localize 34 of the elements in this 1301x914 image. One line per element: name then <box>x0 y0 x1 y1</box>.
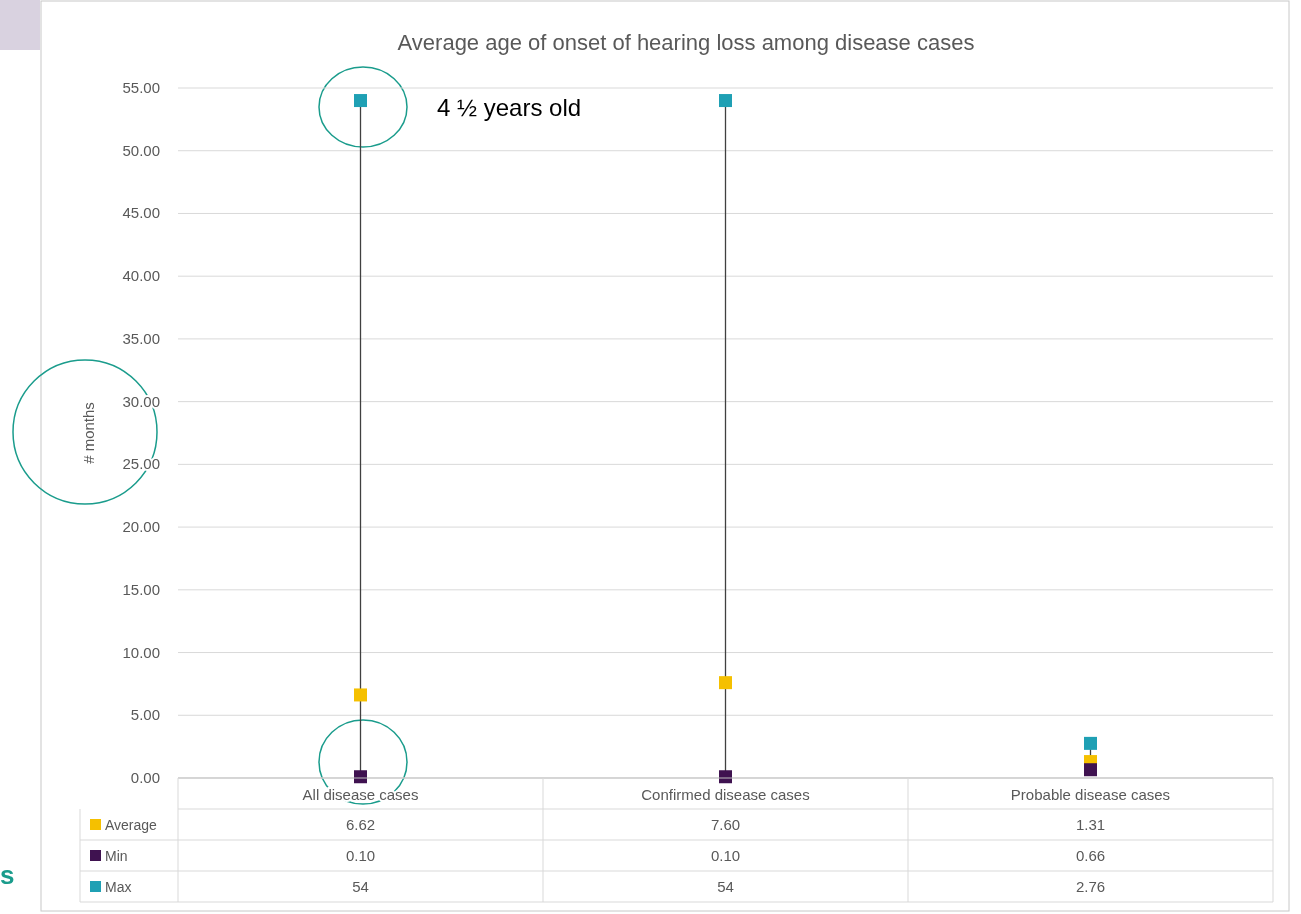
data-label: 54 <box>717 878 734 895</box>
point <box>354 94 367 108</box>
legend-label: Min <box>105 848 128 864</box>
y-tick-label: 5.00 <box>130 706 160 724</box>
data-label: 0.66 <box>1075 847 1106 864</box>
y-tick-label: 45.00 <box>122 204 160 222</box>
point <box>1084 763 1097 777</box>
text: s <box>0 860 15 890</box>
data-label: 6.62 <box>345 816 376 833</box>
x-tick-label: Confirmed disease cases <box>641 786 810 803</box>
data-label: 0.10 <box>710 847 741 864</box>
data-label: 2.76 <box>1075 878 1106 895</box>
point <box>354 688 367 702</box>
y-tick-label: 55.00 <box>122 79 160 96</box>
data-label: 0.10 <box>345 847 376 864</box>
y-tick-label: 50.00 <box>122 141 160 159</box>
data-label: 1.31 <box>1075 816 1106 833</box>
point <box>719 676 732 690</box>
legend-label: Max <box>105 879 132 895</box>
chart-title: Average age of onset of hearing loss among disease cases <box>397 30 975 55</box>
y-tick-label: 20.00 <box>122 518 160 536</box>
data-label: 54 <box>352 878 369 895</box>
point <box>1084 736 1097 750</box>
y-axis-title: # months <box>80 402 97 464</box>
legend-label: Average <box>105 817 158 833</box>
y-tick-label: 35.00 <box>122 329 160 347</box>
y-tick-label: 10.00 <box>122 643 160 661</box>
point <box>719 94 732 108</box>
x-tick-label: Probable disease cases <box>1010 786 1171 803</box>
annotation: 4 ½ years old <box>437 94 582 121</box>
y-tick-label: 40.00 <box>122 267 160 285</box>
y-tick-label: 0.00 <box>130 769 160 786</box>
y-tick-label: 15.00 <box>122 580 160 598</box>
data-label: 7.60 <box>710 816 741 833</box>
